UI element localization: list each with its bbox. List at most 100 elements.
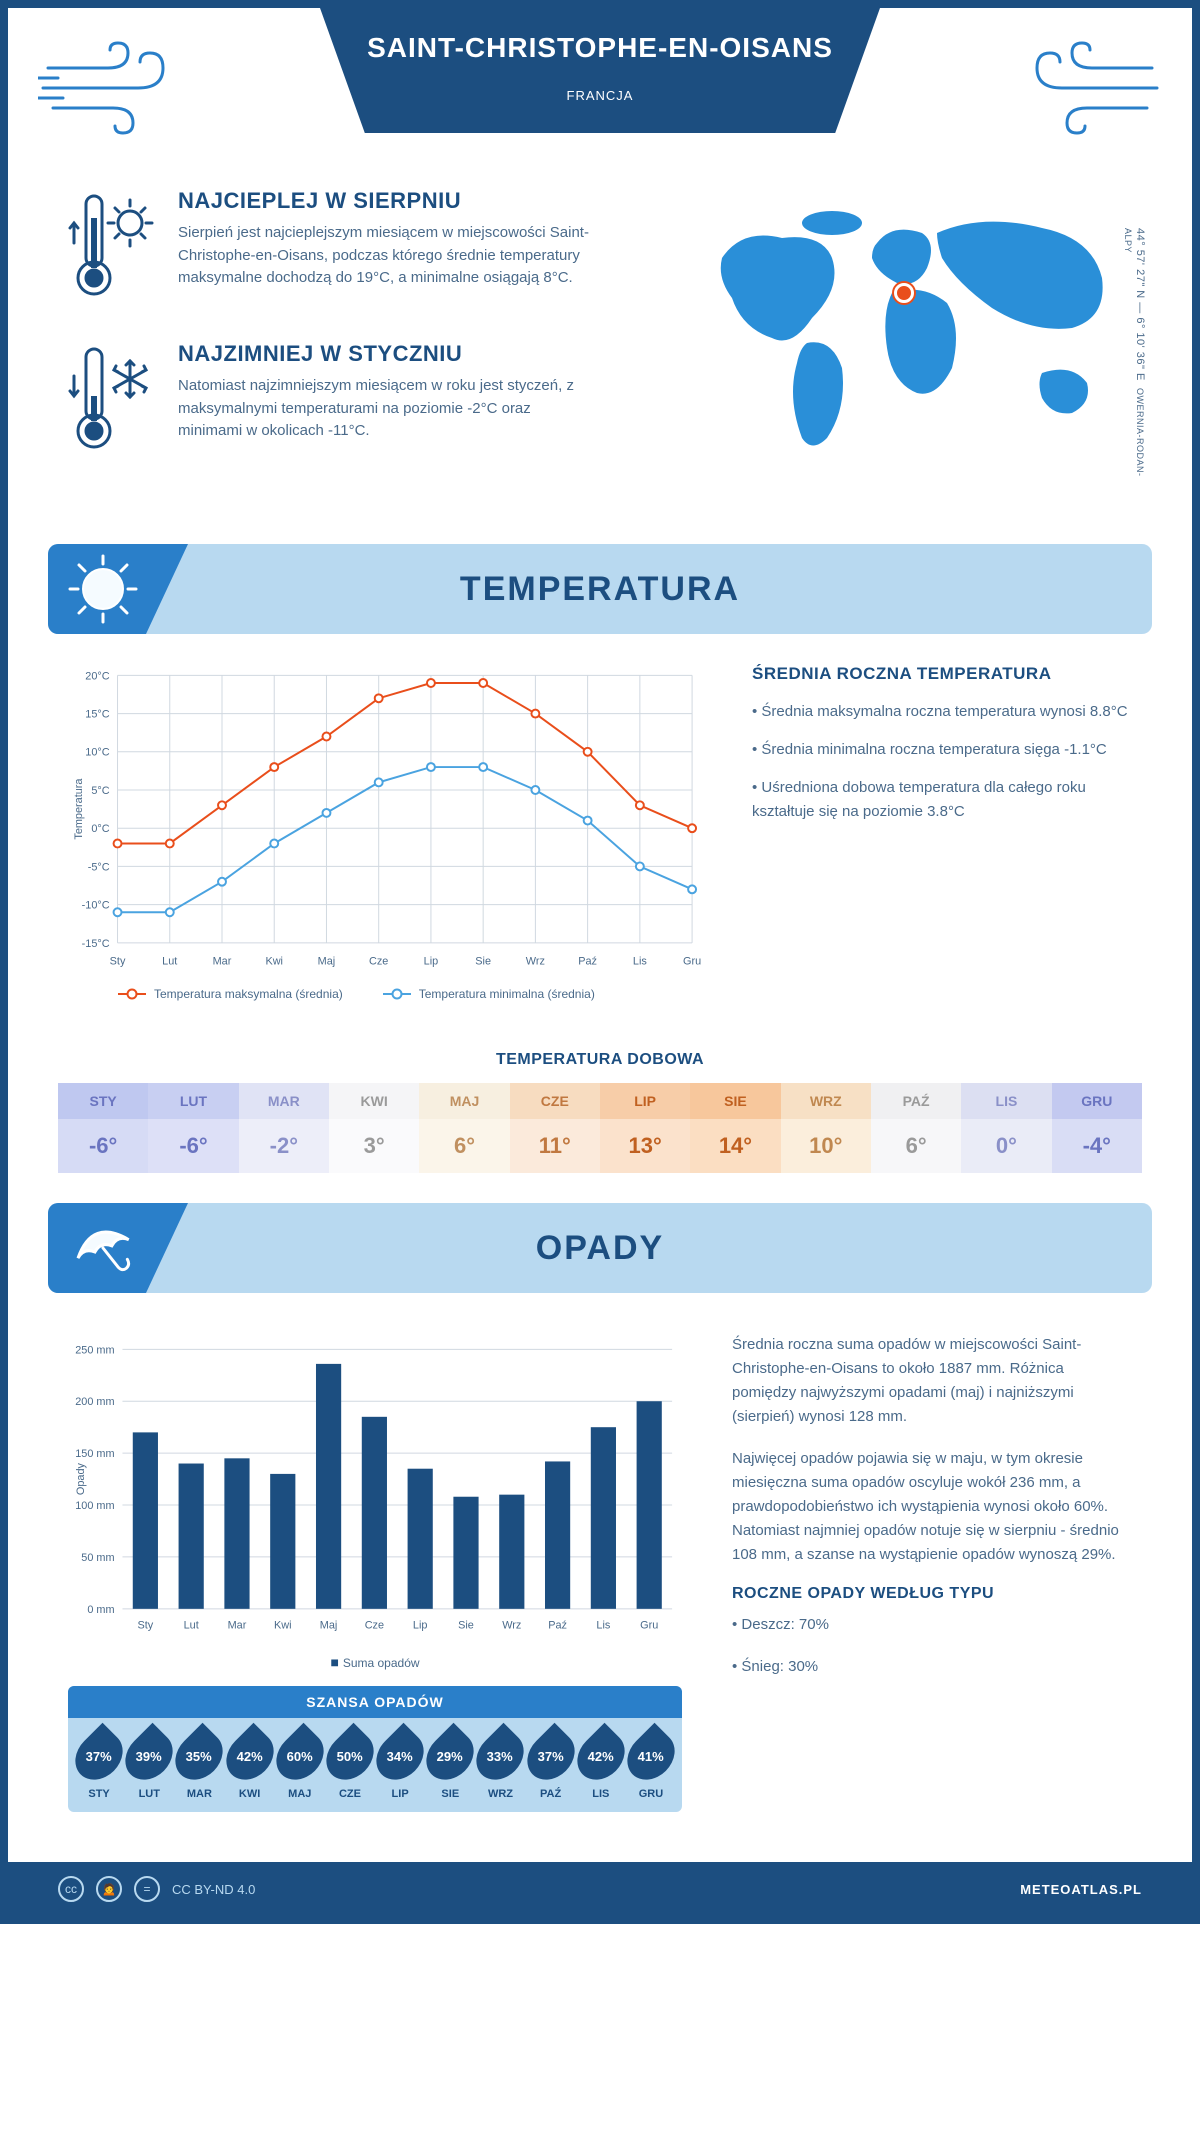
daily-temp-table: STY -6° LUT -6° MAR -2° KWI 3° MAJ 6° CZ…: [58, 1083, 1142, 1173]
intro-section: NAJCIEPLEJ W SIERPNIU Sierpień jest najc…: [8, 188, 1192, 524]
svg-text:100 mm: 100 mm: [75, 1500, 114, 1512]
precip-section-title: OPADY: [536, 1229, 664, 1268]
svg-text:Lis: Lis: [633, 956, 647, 968]
svg-text:Cze: Cze: [365, 1620, 384, 1632]
svg-text:Maj: Maj: [320, 1620, 338, 1632]
world-map: [692, 188, 1132, 468]
precip-chance-cell: 29% SIE: [427, 1730, 473, 1800]
raindrop-icon: 37%: [68, 1723, 132, 1789]
site-name: METEOATLAS.PL: [1020, 1882, 1142, 1897]
daily-temp-cell: LIP 13°: [600, 1083, 690, 1173]
precip-row: 0 mm50 mm100 mm150 mm200 mm250 mmOpadySt…: [8, 1323, 1192, 1832]
world-map-block: 44° 57' 27" N — 6° 10' 36" E OWERNIA-ROD…: [692, 188, 1132, 494]
warmest-text: Sierpień jest najcieplejszym miesiącem w…: [178, 222, 598, 290]
svg-text:Mar: Mar: [213, 956, 232, 968]
location-title: SAINT-CHRISTOPHE-EN-OISANS: [340, 32, 860, 64]
svg-text:-5°C: -5°C: [88, 861, 110, 873]
temperature-legend: .legend-swatch:nth-child(1)::after{borde…: [68, 987, 702, 1001]
precip-type-line: • Śnieg: 30%: [732, 1655, 1132, 1679]
thermometer-snow-icon: [68, 341, 158, 466]
svg-text:Kwi: Kwi: [265, 956, 283, 968]
raindrop-icon: 29%: [417, 1723, 483, 1789]
svg-text:Gru: Gru: [640, 1620, 658, 1632]
svg-text:-10°C: -10°C: [82, 900, 110, 912]
raindrop-icon: 33%: [467, 1723, 533, 1789]
footer: cc 🙍 = CC BY-ND 4.0 METEOATLAS.PL: [8, 1862, 1192, 1916]
precip-type-line: • Deszcz: 70%: [732, 1613, 1132, 1637]
coldest-title: NAJZIMNIEJ W STYCZNIU: [178, 341, 598, 367]
svg-text:20°C: 20°C: [85, 670, 109, 682]
daily-temp-cell: KWI 3°: [329, 1083, 419, 1173]
daily-temp-cell: MAJ 6°: [419, 1083, 509, 1173]
svg-text:Sty: Sty: [110, 956, 126, 968]
svg-text:200 mm: 200 mm: [75, 1396, 114, 1408]
daily-temp-cell: LUT -6°: [148, 1083, 238, 1173]
precip-chart: 0 mm50 mm100 mm150 mm200 mm250 mmOpadySt…: [68, 1333, 682, 1812]
svg-text:Kwi: Kwi: [274, 1620, 292, 1632]
by-icon: 🙍: [96, 1876, 122, 1902]
svg-text:15°C: 15°C: [85, 709, 109, 721]
raindrop-icon: 34%: [367, 1723, 433, 1789]
svg-text:Maj: Maj: [318, 956, 336, 968]
daily-temp-cell: WRZ 10°: [781, 1083, 871, 1173]
svg-text:Gru: Gru: [683, 956, 701, 968]
coldest-block: NAJZIMNIEJ W STYCZNIU Natomiast najzimni…: [68, 341, 652, 466]
svg-text:Lut: Lut: [162, 956, 177, 968]
temperature-summary: ŚREDNIA ROCZNA TEMPERATURA • Średnia mak…: [752, 664, 1132, 1001]
precip-type-title: ROCZNE OPADY WEDŁUG TYPU: [732, 1585, 1132, 1603]
svg-text:-15°C: -15°C: [82, 938, 110, 950]
warmest-title: NAJCIEPLEJ W SIERPNIU: [178, 188, 598, 214]
svg-text:0 mm: 0 mm: [87, 1604, 114, 1616]
annual-temp-line: • Średnia minimalna roczna temperatura s…: [752, 738, 1132, 762]
annual-temp-line: • Uśredniona dobowa temperatura dla całe…: [752, 776, 1132, 824]
header-banner: SAINT-CHRISTOPHE-EN-OISANS FRANCJA: [320, 8, 880, 133]
precip-chance-cell: 42% KWI: [227, 1730, 273, 1800]
svg-text:Lip: Lip: [424, 956, 439, 968]
precip-chance-cell: 42% LIS: [578, 1730, 624, 1800]
wind-icon: [38, 38, 178, 138]
umbrella-icon: [66, 1211, 140, 1285]
daily-temp-cell: STY -6°: [58, 1083, 148, 1173]
coldest-text: Natomiast najzimniejszym miesiącem w rok…: [178, 375, 598, 443]
svg-text:0°C: 0°C: [91, 823, 109, 835]
temperature-chart: -15°C -10°C -5°C 0°C 5°C 10°C 15°C 20°C Sty Lut Ma…: [68, 664, 702, 1001]
svg-text:Wrz: Wrz: [526, 956, 545, 968]
license-text: CC BY-ND 4.0: [172, 1882, 255, 1897]
svg-text:Temperatura: Temperatura: [73, 778, 85, 840]
daily-temp-cell: LIS 0°: [961, 1083, 1051, 1173]
svg-text:Lip: Lip: [413, 1620, 428, 1632]
precip-banner: OPADY: [48, 1203, 1152, 1293]
svg-text:5°C: 5°C: [91, 785, 109, 797]
svg-text:10°C: 10°C: [85, 747, 109, 759]
precip-legend: Suma opadów: [68, 1654, 682, 1670]
raindrop-icon: 35%: [166, 1723, 232, 1789]
raindrop-icon: 41%: [618, 1723, 682, 1789]
raindrop-icon: 60%: [267, 1723, 333, 1789]
precip-chance-cell: 33% WRZ: [477, 1730, 523, 1800]
svg-text:150 mm: 150 mm: [75, 1448, 114, 1460]
svg-text:Opady: Opady: [75, 1463, 87, 1496]
svg-text:Paź: Paź: [548, 1620, 567, 1632]
precip-chance-cell: 60% MAJ: [277, 1730, 323, 1800]
country-label: FRANCJA: [340, 88, 860, 103]
annual-temp-title: ŚREDNIA ROCZNA TEMPERATURA: [752, 664, 1132, 684]
nd-icon: =: [134, 1876, 160, 1902]
precip-summary: Średnia roczna suma opadów w miejscowośc…: [732, 1333, 1132, 1812]
temperature-row: -15°C -10°C -5°C 0°C 5°C 10°C 15°C 20°C Sty Lut Ma…: [8, 664, 1192, 1021]
header: SAINT-CHRISTOPHE-EN-OISANS FRANCJA: [8, 8, 1192, 188]
svg-text:Lut: Lut: [184, 1620, 199, 1632]
raindrop-icon: 42%: [568, 1723, 634, 1789]
intro-text-column: NAJCIEPLEJ W SIERPNIU Sierpień jest najc…: [68, 188, 652, 494]
raindrop-icon: 50%: [317, 1723, 383, 1789]
raindrop-icon: 42%: [216, 1723, 282, 1789]
svg-text:Lis: Lis: [596, 1620, 610, 1632]
temperature-banner: TEMPERATURA: [48, 544, 1152, 634]
sun-icon: [66, 552, 140, 626]
temperature-section-title: TEMPERATURA: [460, 570, 740, 609]
raindrop-icon: 39%: [116, 1723, 182, 1789]
raindrop-icon: 37%: [517, 1723, 583, 1789]
precip-chance-cell: 34% LIP: [377, 1730, 423, 1800]
daily-temp-cell: GRU -4°: [1052, 1083, 1142, 1173]
svg-text:Sie: Sie: [475, 956, 491, 968]
infographic-page: SAINT-CHRISTOPHE-EN-OISANS FRANCJA: [0, 0, 1200, 1924]
